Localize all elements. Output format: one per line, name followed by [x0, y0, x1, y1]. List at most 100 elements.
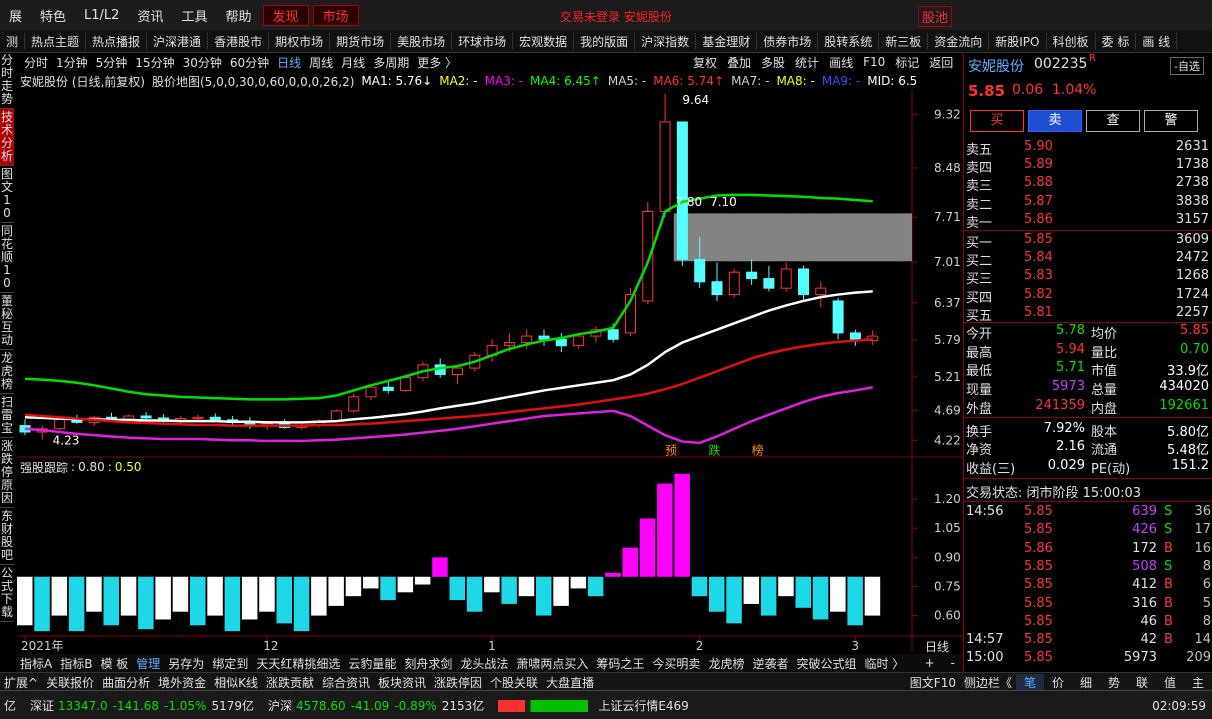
extras-item[interactable]: 境外资金	[158, 675, 207, 690]
nav-tab[interactable]: 美股市场	[391, 32, 453, 50]
side-tab[interactable]: 图文10	[0, 166, 14, 223]
nav-tab[interactable]: 测	[0, 32, 26, 50]
tool-button[interactable]: 叠加	[727, 55, 752, 70]
toolbar-item[interactable]: 刻舟求剑	[404, 656, 453, 671]
side-tab[interactable]: 涨跌停原因	[0, 438, 14, 508]
nav-tab[interactable]: 基金理财	[696, 32, 758, 50]
menu-item[interactable]: 资讯	[137, 9, 164, 25]
extras-item[interactable]: 扩展^	[4, 675, 39, 690]
detail-tab[interactable]: 主	[1191, 675, 1204, 690]
tool-button[interactable]: 多股	[761, 55, 786, 70]
toolbar-item[interactable]: 指标A	[20, 656, 53, 671]
detail-tab[interactable]: 笔	[1016, 673, 1044, 691]
detail-tab[interactable]: 值	[1163, 675, 1176, 690]
nav-tab[interactable]: 期权市场	[269, 32, 331, 50]
extras-item[interactable]: 关联报价	[46, 675, 95, 690]
period-tab[interactable]: 日线	[277, 55, 302, 70]
trade-button[interactable]: 卖	[1028, 110, 1082, 132]
tool-button[interactable]: 画线	[829, 55, 854, 70]
nav-tab[interactable]: 宏观数据	[513, 32, 575, 50]
toolbar-item[interactable]: 临时 〉	[864, 656, 905, 671]
extras-item[interactable]: 大盘直播	[546, 675, 595, 690]
toolbar-item[interactable]: 管理	[136, 656, 161, 671]
detail-tab[interactable]: 细	[1079, 675, 1092, 690]
period-tab[interactable]: 60分钟	[229, 55, 270, 70]
menu-item[interactable]: L1/L2	[84, 7, 120, 23]
menu-item[interactable]: 市场	[312, 4, 359, 26]
extras-item[interactable]: 涨跌停因	[434, 675, 483, 690]
watch-button[interactable]: -自选	[1170, 57, 1204, 75]
detail-tab[interactable]: 势	[1107, 675, 1120, 690]
extras-item[interactable]: 综合资讯	[322, 675, 371, 690]
toolbar-item[interactable]: 筹码之王	[596, 656, 645, 671]
menu-item[interactable]: 工具	[181, 9, 208, 25]
nav-tab[interactable]: 期货市场	[330, 32, 392, 50]
toolbar-item[interactable]: 天天红精挑细选	[256, 656, 341, 671]
stock-pool[interactable]: 股池	[918, 6, 953, 27]
period-tab[interactable]: 1分钟	[56, 55, 88, 70]
extras-item[interactable]: 相似K线	[214, 675, 258, 690]
toolbar-item[interactable]: 龙头战法	[460, 656, 509, 671]
zoom-button[interactable]: -	[950, 656, 955, 670]
nav-tab[interactable]: 股转系统	[818, 32, 880, 50]
trade-button[interactable]: 查	[1086, 110, 1140, 132]
trade-button[interactable]: 警	[1144, 110, 1198, 132]
side-tab[interactable]: 董秘互动	[0, 293, 14, 350]
nav-tab[interactable]: 环球市场	[452, 32, 514, 50]
side-tab[interactable]: 东财股吧	[0, 508, 14, 565]
toolbar-item[interactable]: 萧啸两点买入	[516, 656, 589, 671]
toolbar-item[interactable]: 指标B	[60, 656, 93, 671]
extras-item[interactable]: 板块资讯	[378, 675, 427, 690]
zoom-button[interactable]: +	[924, 656, 935, 670]
tool-button[interactable]: 标记	[895, 55, 920, 70]
period-tab[interactable]: 多周期	[373, 55, 410, 70]
nav-tab[interactable]: 资金流向	[928, 32, 990, 50]
nav-tab[interactable]: 新股IPO	[989, 32, 1047, 50]
period-tab[interactable]: 15分钟	[135, 55, 175, 70]
period-tab[interactable]: 分时	[24, 55, 49, 70]
tool-button[interactable]: 统计	[795, 55, 820, 70]
extras-item[interactable]: 曲面分析	[102, 675, 151, 690]
toolbar-item[interactable]: 突破公式组	[796, 656, 857, 671]
toolbar-item[interactable]: 龙虎榜	[708, 656, 745, 671]
side-tab[interactable]: 龙虎榜	[0, 350, 14, 394]
menu-item[interactable]: 展	[9, 9, 23, 25]
extras-item[interactable]: 个股关联	[490, 675, 539, 690]
nav-tab[interactable]: 画 线	[1136, 32, 1178, 50]
detail-tab[interactable]: 联	[1135, 675, 1148, 690]
period-tab[interactable]: 5分钟	[95, 55, 128, 70]
toolbar-item[interactable]: 绑定到	[212, 656, 249, 671]
period-tab[interactable]: 月线	[341, 55, 366, 70]
nav-tab[interactable]: 香港股市	[208, 32, 270, 50]
side-tab[interactable]: 公式下载	[0, 565, 14, 622]
extras-item[interactable]: 涨跌贡献	[265, 675, 314, 690]
extras-item[interactable]: 侧边栏《	[963, 675, 1012, 690]
nav-tab[interactable]: 我的版面	[574, 32, 636, 50]
nav-tab[interactable]: 沪深港通	[147, 32, 209, 50]
trade-button[interactable]: 买	[970, 110, 1024, 132]
toolbar-item[interactable]: 另存为	[168, 656, 205, 671]
nav-tab[interactable]: 科创板	[1047, 32, 1096, 50]
side-tab[interactable]: 同花顺10	[0, 223, 14, 293]
side-tab[interactable]: 分时走势	[0, 52, 14, 109]
nav-tab[interactable]: 委 标	[1096, 32, 1137, 50]
menu-item[interactable]: 特色	[40, 9, 67, 25]
nav-tab[interactable]: 新三板	[879, 32, 929, 50]
detail-tab[interactable]: 价	[1051, 675, 1064, 690]
tool-button[interactable]: 复权	[693, 55, 718, 70]
nav-tab[interactable]: 热点主题	[25, 32, 87, 50]
period-tab[interactable]: 更多 〉	[417, 55, 458, 70]
menu-item[interactable]: 帮助	[225, 9, 252, 25]
toolbar-item[interactable]: 今买明卖	[652, 656, 701, 671]
period-tab[interactable]: 周线	[309, 55, 334, 70]
tool-button[interactable]: F10	[863, 55, 886, 69]
menu-item[interactable]: 发现	[262, 4, 309, 26]
nav-tab[interactable]: 沪深指数	[635, 32, 697, 50]
extras-item[interactable]: 图文F10	[909, 675, 956, 690]
toolbar-item[interactable]: 逆袭者	[752, 656, 789, 671]
tool-button[interactable]: 返回	[929, 55, 954, 70]
side-tab[interactable]: 技术分析	[0, 109, 14, 166]
nav-tab[interactable]: 热点播报	[86, 32, 148, 50]
toolbar-item[interactable]: 云豹量能	[348, 656, 397, 671]
nav-tab[interactable]: 债券市场	[757, 32, 819, 50]
